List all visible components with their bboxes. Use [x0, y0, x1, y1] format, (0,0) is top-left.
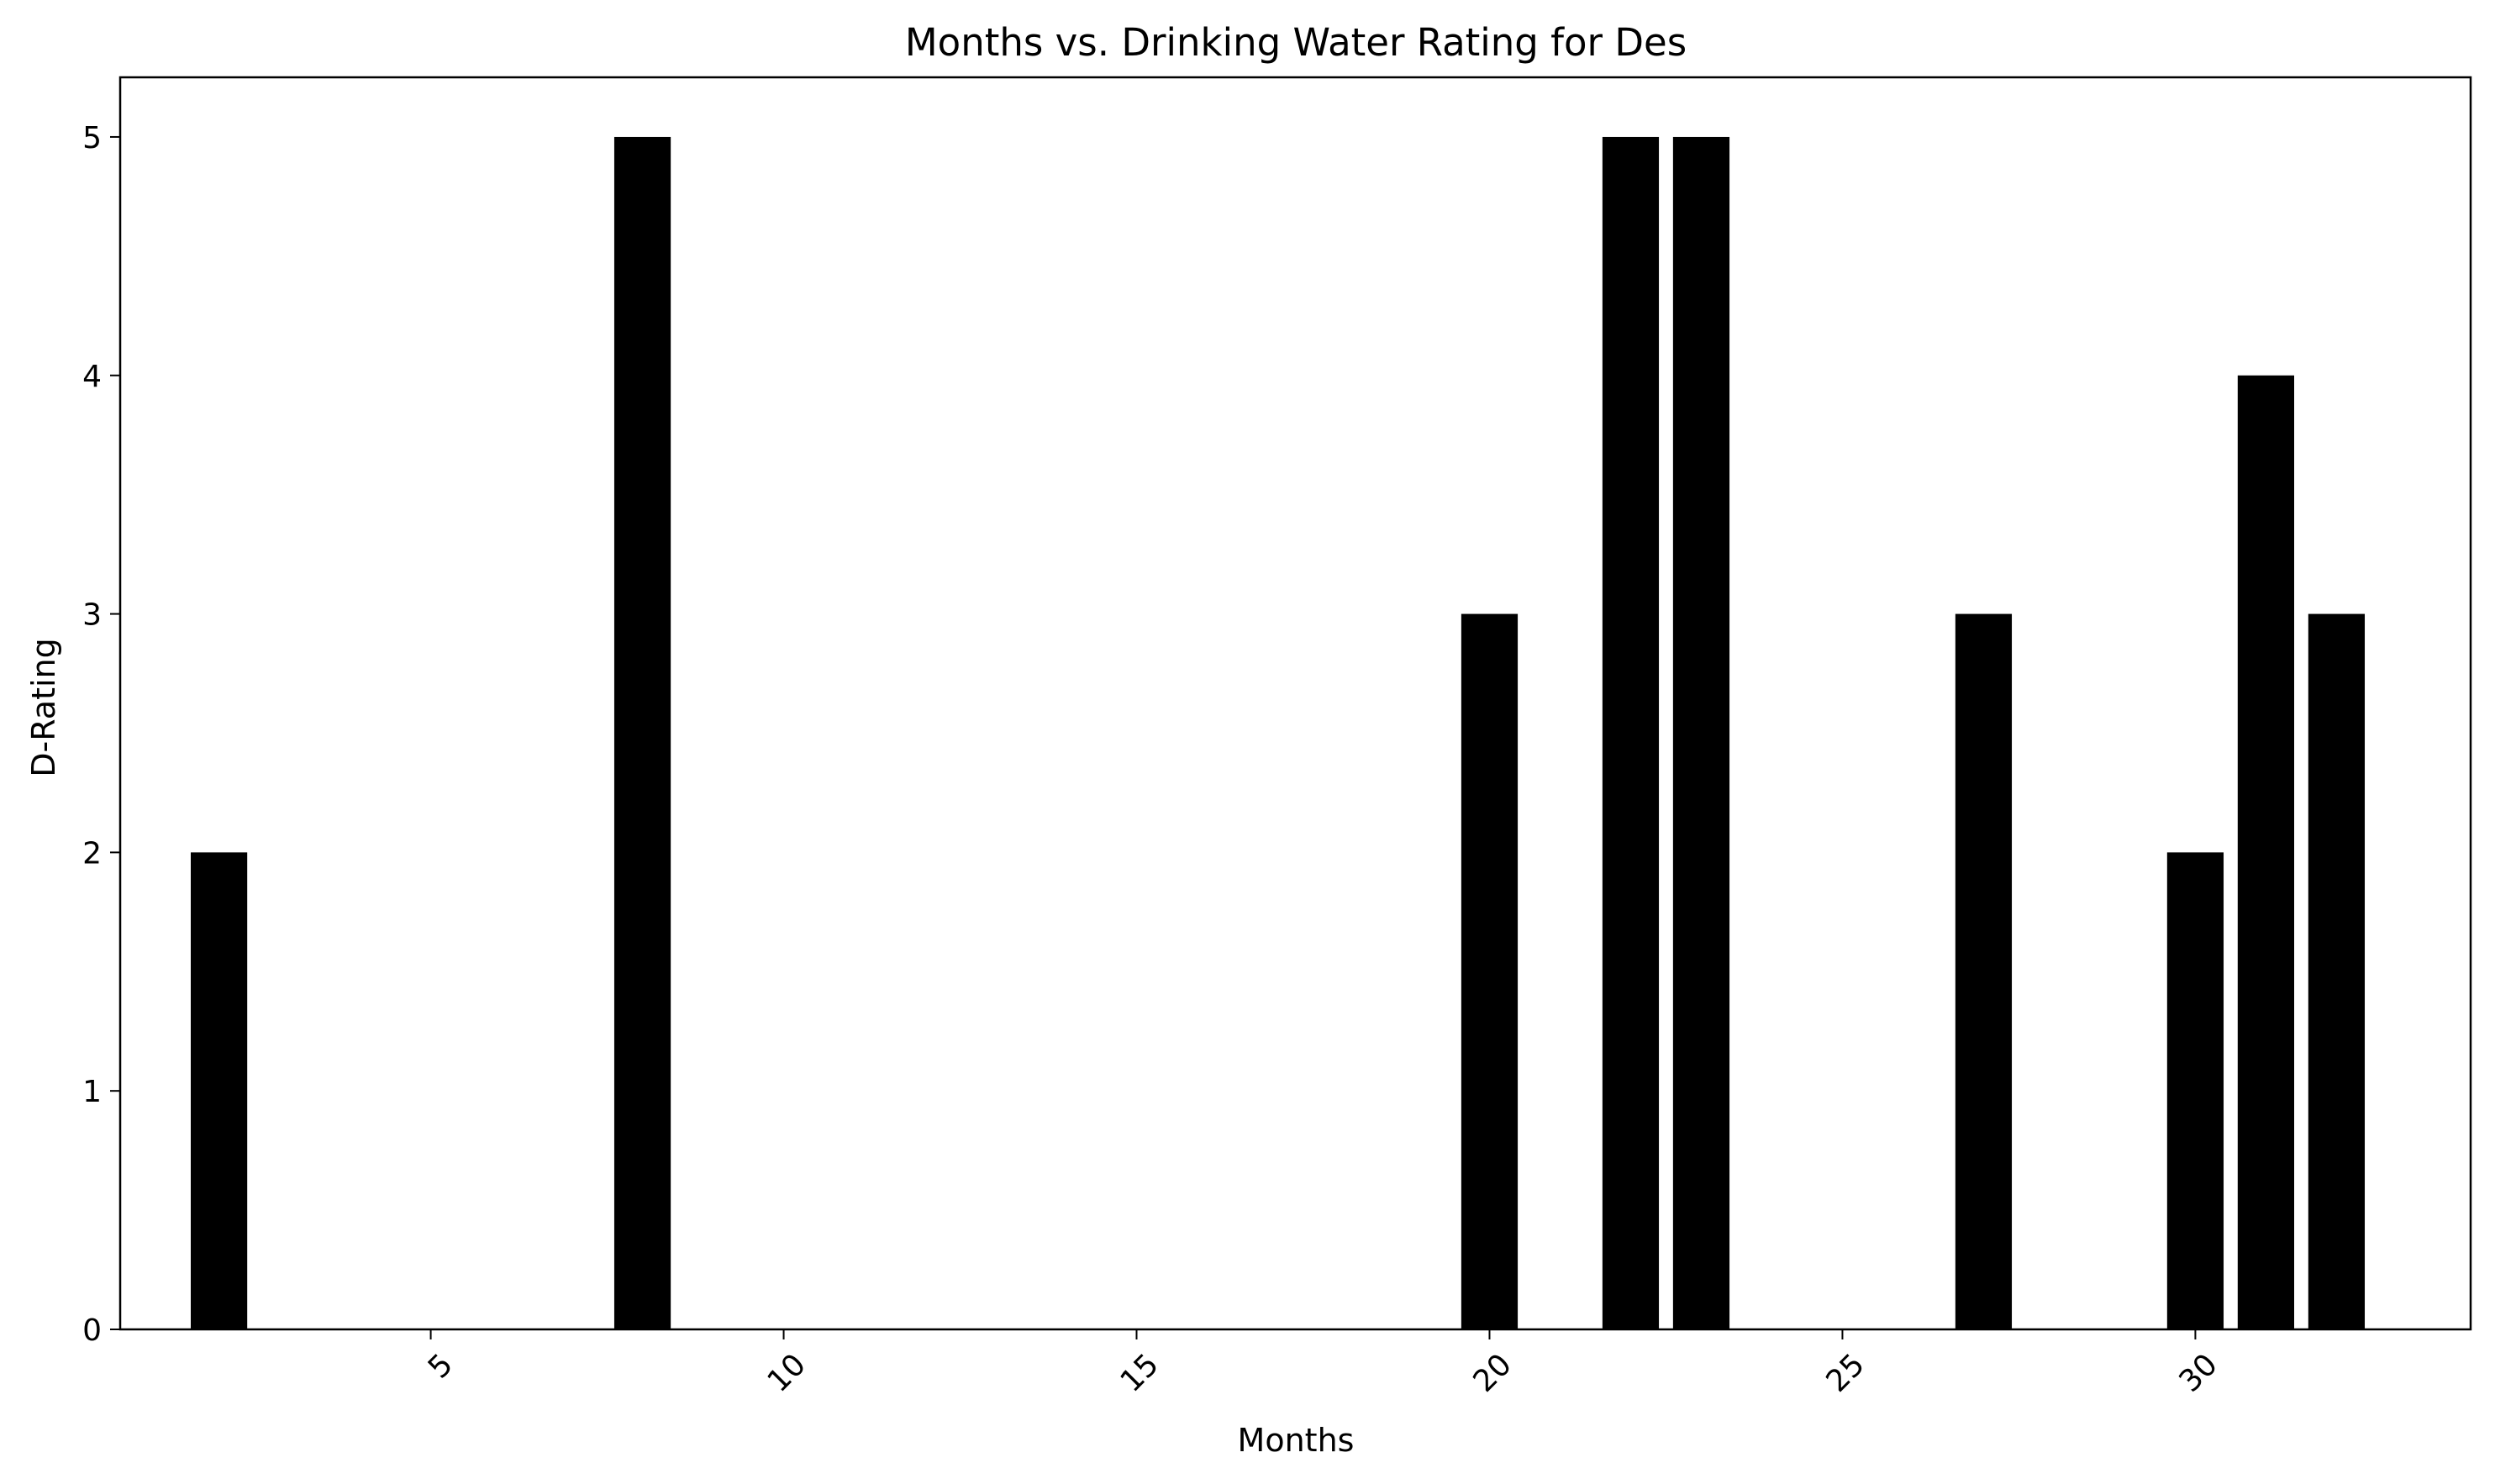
x-tick-label: 15 [1114, 1347, 1166, 1398]
y-tick-label: 4 [82, 360, 102, 394]
bar-month-8 [613, 136, 671, 1329]
x-tick-label: 25 [1820, 1347, 1871, 1398]
y-axis-label: D-Rating [25, 638, 62, 777]
bar-month-22 [1602, 136, 1660, 1329]
y-tick-label: 3 [82, 598, 102, 633]
bars-group [190, 136, 2366, 1329]
x-tick-label: 5 [422, 1347, 460, 1385]
bar-month-31 [2237, 375, 2295, 1329]
bar-month-23 [1672, 136, 1730, 1329]
y-tick-label: 0 [82, 1313, 102, 1348]
chart-title: Months vs. Drinking Water Rating for Des [905, 20, 1687, 65]
x-tick-label: 10 [761, 1347, 813, 1398]
y-tick-label: 1 [82, 1075, 102, 1109]
x-tick-label: 30 [2172, 1347, 2224, 1398]
bar-month-30 [2166, 852, 2224, 1329]
x-axis-ticks: 5 10 15 20 25 30 [422, 1329, 2224, 1399]
bar-month-27 [1955, 613, 2013, 1329]
plot-area-frame [118, 76, 2472, 1331]
bar-month-20 [1461, 613, 1519, 1329]
x-axis-label: Months [1238, 1422, 1355, 1459]
y-tick-label: 2 [82, 836, 102, 871]
y-axis-ticks: 0 1 2 3 4 5 [82, 121, 120, 1348]
bar-month-32 [2308, 613, 2366, 1329]
x-tick-label: 20 [1467, 1347, 1519, 1398]
y-tick-label: 5 [82, 121, 102, 155]
bar-month-2 [190, 852, 248, 1329]
